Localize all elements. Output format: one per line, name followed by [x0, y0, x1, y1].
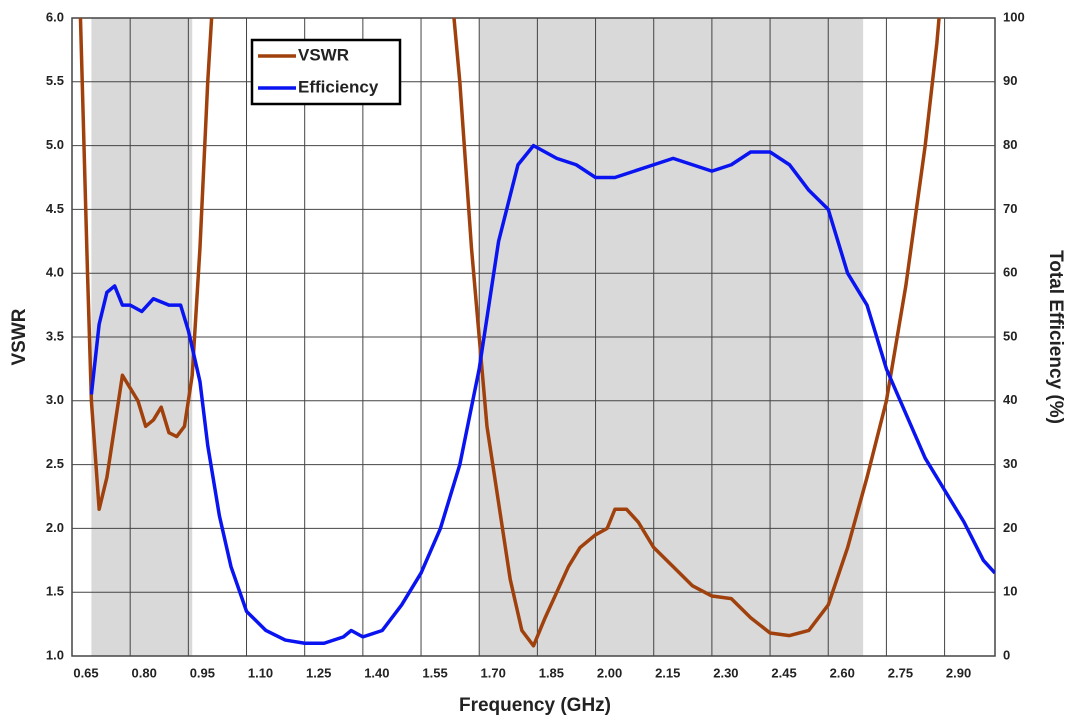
y2-tick-label: 70	[1003, 201, 1017, 216]
series-line	[89, 143, 995, 645]
y-tick-label: 2.0	[46, 520, 64, 535]
y-tick-label: 5.0	[46, 137, 64, 152]
x-tick-label: 1.70	[481, 665, 506, 680]
x-tick-label: 2.45	[771, 665, 796, 680]
x-tick-label: 2.00	[597, 665, 622, 680]
x-tick-label: 1.40	[364, 665, 389, 680]
x-axis-title: Frequency (GHz)	[459, 695, 611, 716]
y-tick-label: 4.0	[46, 265, 64, 280]
x-tick-label: 1.25	[306, 665, 331, 680]
y2-tick-label: 10	[1003, 584, 1017, 599]
x-tick-label: 1.10	[248, 665, 273, 680]
series-line	[78, 18, 941, 648]
y2-tick-label: 30	[1003, 456, 1017, 471]
legend-label: VSWR	[298, 45, 349, 64]
y-axis-title: VSWR	[9, 308, 30, 365]
y-tick-label: 5.5	[46, 73, 64, 88]
y2-tick-label: 50	[1003, 328, 1017, 343]
y2-tick-label: 100	[1003, 9, 1025, 24]
y-tick-label: 2.5	[46, 456, 64, 471]
x-tick-label: 2.30	[713, 665, 738, 680]
y2-tick-label: 40	[1003, 392, 1017, 407]
x-tick-label: 2.90	[946, 665, 971, 680]
y2-tick-label: 90	[1003, 73, 1017, 88]
legend-label: Efficiency	[298, 77, 379, 96]
y-tick-label: 3.5	[46, 328, 64, 343]
plot-frame	[71, 17, 996, 657]
x-tick-label: 0.80	[132, 665, 157, 680]
x-tick-label: 2.60	[830, 665, 855, 680]
y-tick-label: 1.0	[46, 647, 64, 662]
y2-tick-label: 60	[1003, 265, 1017, 280]
y-tick-label: 3.0	[46, 392, 64, 407]
legend-box	[250, 38, 402, 106]
x-tick-label: 2.15	[655, 665, 680, 680]
y2-tick-label: 20	[1003, 520, 1017, 535]
x-tick-label: 1.85	[539, 665, 564, 680]
x-tick-label: 0.95	[190, 665, 215, 680]
y2-tick-label: 80	[1003, 137, 1017, 152]
y2-tick-label: 0	[1003, 647, 1010, 662]
x-tick-label: 1.55	[422, 665, 447, 680]
y-tick-label: 1.5	[46, 584, 64, 599]
y-tick-label: 4.5	[46, 201, 64, 216]
plot-area	[78, 18, 995, 648]
y-tick-label: 6.0	[46, 9, 64, 24]
x-tick-label: 2.75	[888, 665, 913, 680]
y2-axis-title: Total Efficiency (%)	[1045, 250, 1066, 424]
x-tick-label: 0.65	[73, 665, 98, 680]
